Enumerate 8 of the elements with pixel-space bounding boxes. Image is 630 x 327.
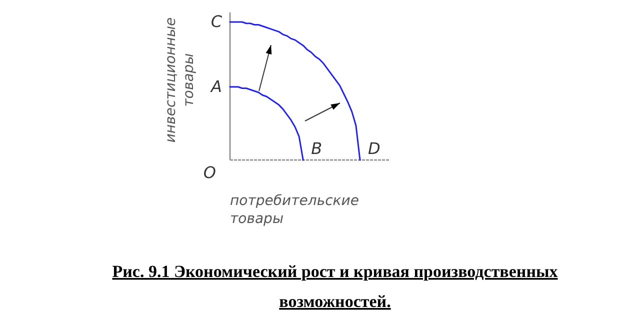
y-axis-title: инвестиционные товары [163,17,197,143]
text: O [203,163,216,182]
text: C [210,12,223,31]
text: D [368,139,380,158]
annotation: B [311,139,322,158]
x-axis-title: потребительские товары [230,193,359,227]
text: Рис. 9.1 Экономический рост и кривая производственных возможностей. [112,262,558,311]
text: A [210,76,222,96]
